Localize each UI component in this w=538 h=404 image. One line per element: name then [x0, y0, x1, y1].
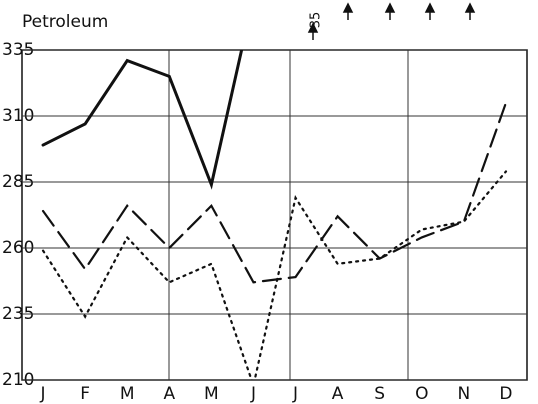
x-tick-label: F	[80, 384, 90, 404]
x-tick-label: O	[415, 384, 428, 404]
x-tick-label: A	[163, 384, 175, 404]
x-tick-label: S	[374, 384, 385, 404]
plot-frame	[21, 49, 528, 381]
y-tick-label: 285	[2, 172, 34, 192]
x-tick-label: M	[120, 384, 135, 404]
line-dotted	[41, 170, 508, 380]
plot-lines	[41, 50, 508, 380]
y-tick-label: 210	[2, 370, 34, 390]
line-dashed	[41, 101, 508, 284]
x-tick-label: M	[204, 384, 219, 404]
line-solid	[41, 50, 244, 190]
arrows	[307, 2, 476, 40]
y-tick-label: 310	[2, 106, 34, 126]
x-tick-label: N	[458, 384, 471, 404]
y-tick-label: 335	[2, 40, 34, 60]
y-tick-label: 260	[2, 238, 34, 258]
x-tick-label: D	[499, 384, 512, 404]
y-tick-label: 235	[2, 304, 34, 324]
chart-title: Petroleum	[22, 12, 108, 32]
x-tick-label: J	[292, 384, 298, 404]
annotation: 35	[309, 12, 324, 29]
vgrid	[168, 50, 409, 380]
x-tick-label: A	[332, 384, 344, 404]
x-tick-label: J	[250, 384, 256, 404]
x-tick-label: J	[40, 384, 46, 404]
